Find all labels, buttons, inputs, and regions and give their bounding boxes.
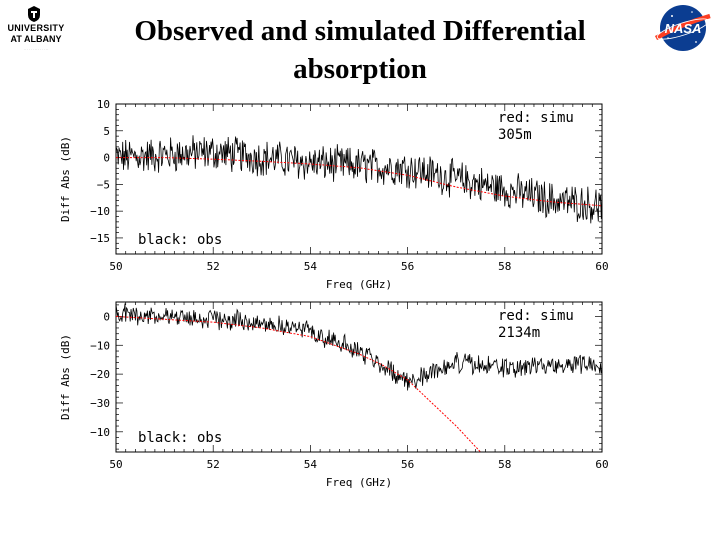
chart-annotation: 305m xyxy=(498,127,532,143)
x-tick-label: 56 xyxy=(401,260,414,273)
observed-series-line xyxy=(116,303,602,391)
chart-annotation: red: simu xyxy=(498,308,574,324)
university-seal-icon xyxy=(28,6,40,22)
x-tick-label: 54 xyxy=(304,458,318,471)
university-logo: UNIVERSITY AT ALBANY · · · · · · · · · ·… xyxy=(4,6,68,58)
y-tick-label: 10 xyxy=(97,98,110,111)
x-tick-label: 54 xyxy=(304,260,318,273)
chart-annotation: black: obs xyxy=(138,232,222,248)
y-tick-label: −10 xyxy=(90,339,110,352)
x-tick-label: 50 xyxy=(109,260,122,273)
y-tick-label: 0 xyxy=(103,310,110,323)
chart-annotation: 2134m xyxy=(498,325,540,341)
y-axis-label: Diff Abs (dB) xyxy=(59,136,72,222)
y-tick-label: −20 xyxy=(90,368,110,381)
y-tick-label: 0 xyxy=(103,152,110,165)
observed-series-line xyxy=(116,135,602,224)
x-tick-label: 52 xyxy=(207,458,220,471)
university-logo-line1: UNIVERSITY xyxy=(7,23,65,33)
y-tick-label: −15 xyxy=(90,232,110,245)
y-tick-label: −5 xyxy=(97,178,110,191)
x-tick-label: 60 xyxy=(595,458,608,471)
simulated-series-line xyxy=(116,315,481,452)
university-logo-line2: AT ALBANY xyxy=(10,34,62,44)
y-tick-label: −10 xyxy=(90,205,110,218)
x-tick-label: 50 xyxy=(109,458,122,471)
x-tick-label: 56 xyxy=(401,458,414,471)
x-tick-label: 52 xyxy=(207,260,220,273)
y-tick-label: −30 xyxy=(90,397,110,410)
university-logo-fineprint: · · · · · · · · · · · · · · xyxy=(23,47,49,51)
slide-title: Observed and simulated Differential abso… xyxy=(134,15,586,85)
y-tick-label: 5 xyxy=(103,125,110,138)
y-tick-label: −10 xyxy=(90,426,110,439)
chart-annotation: red: simu xyxy=(498,110,574,126)
simulated-series-line xyxy=(116,157,602,207)
x-tick-label: 58 xyxy=(498,458,511,471)
nasa-meatball-icon: NASA xyxy=(654,5,711,51)
x-axis-label: Freq (GHz) xyxy=(326,278,392,291)
nasa-logo-text: NASA xyxy=(665,21,702,36)
x-tick-label: 60 xyxy=(595,260,608,273)
x-tick-label: 58 xyxy=(498,260,511,273)
y-axis-label: Diff Abs (dB) xyxy=(59,334,72,420)
x-axis-label: Freq (GHz) xyxy=(326,476,392,489)
chart-annotation: black: obs xyxy=(138,430,222,446)
